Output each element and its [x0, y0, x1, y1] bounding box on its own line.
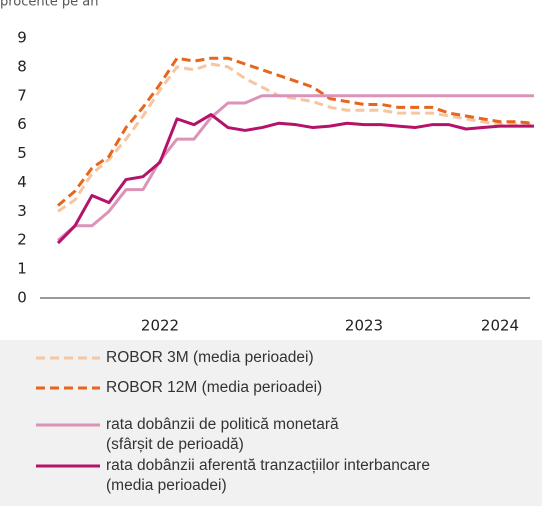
- legend-label: ROBOR 3M (media perioadei): [106, 349, 314, 366]
- legend-label: rata dobânzii aferentă tranzacțiilor int…: [106, 457, 430, 494]
- series-line: [56, 113, 534, 245]
- y-tick-label: 7: [17, 86, 27, 104]
- y-tick-label: 0: [17, 289, 27, 307]
- y-tick-label: 1: [17, 260, 27, 278]
- y-tick-label: 5: [17, 144, 27, 162]
- y-tick-label: 9: [17, 29, 27, 47]
- series-line: [57, 56, 535, 207]
- legend-label: rata dobânzii de politică monetară (sfâr…: [106, 416, 339, 453]
- y-tick-label: 3: [17, 202, 27, 220]
- y-tick-label: 8: [17, 57, 27, 75]
- x-tick-label: 2024: [481, 317, 519, 335]
- series-line: [57, 62, 534, 213]
- y-tick-label: 2: [17, 231, 27, 249]
- series-line: [57, 94, 534, 242]
- y-tick-label: 4: [17, 173, 27, 191]
- x-tick-label: 2023: [345, 317, 383, 335]
- y-axis-label: procente pe an: [0, 0, 98, 10]
- plot-background: [0, 0, 542, 340]
- x-tick-label: 2022: [141, 317, 179, 335]
- y-tick-label: 6: [17, 115, 27, 133]
- legend-label: ROBOR 12M (media perioadei): [106, 379, 323, 396]
